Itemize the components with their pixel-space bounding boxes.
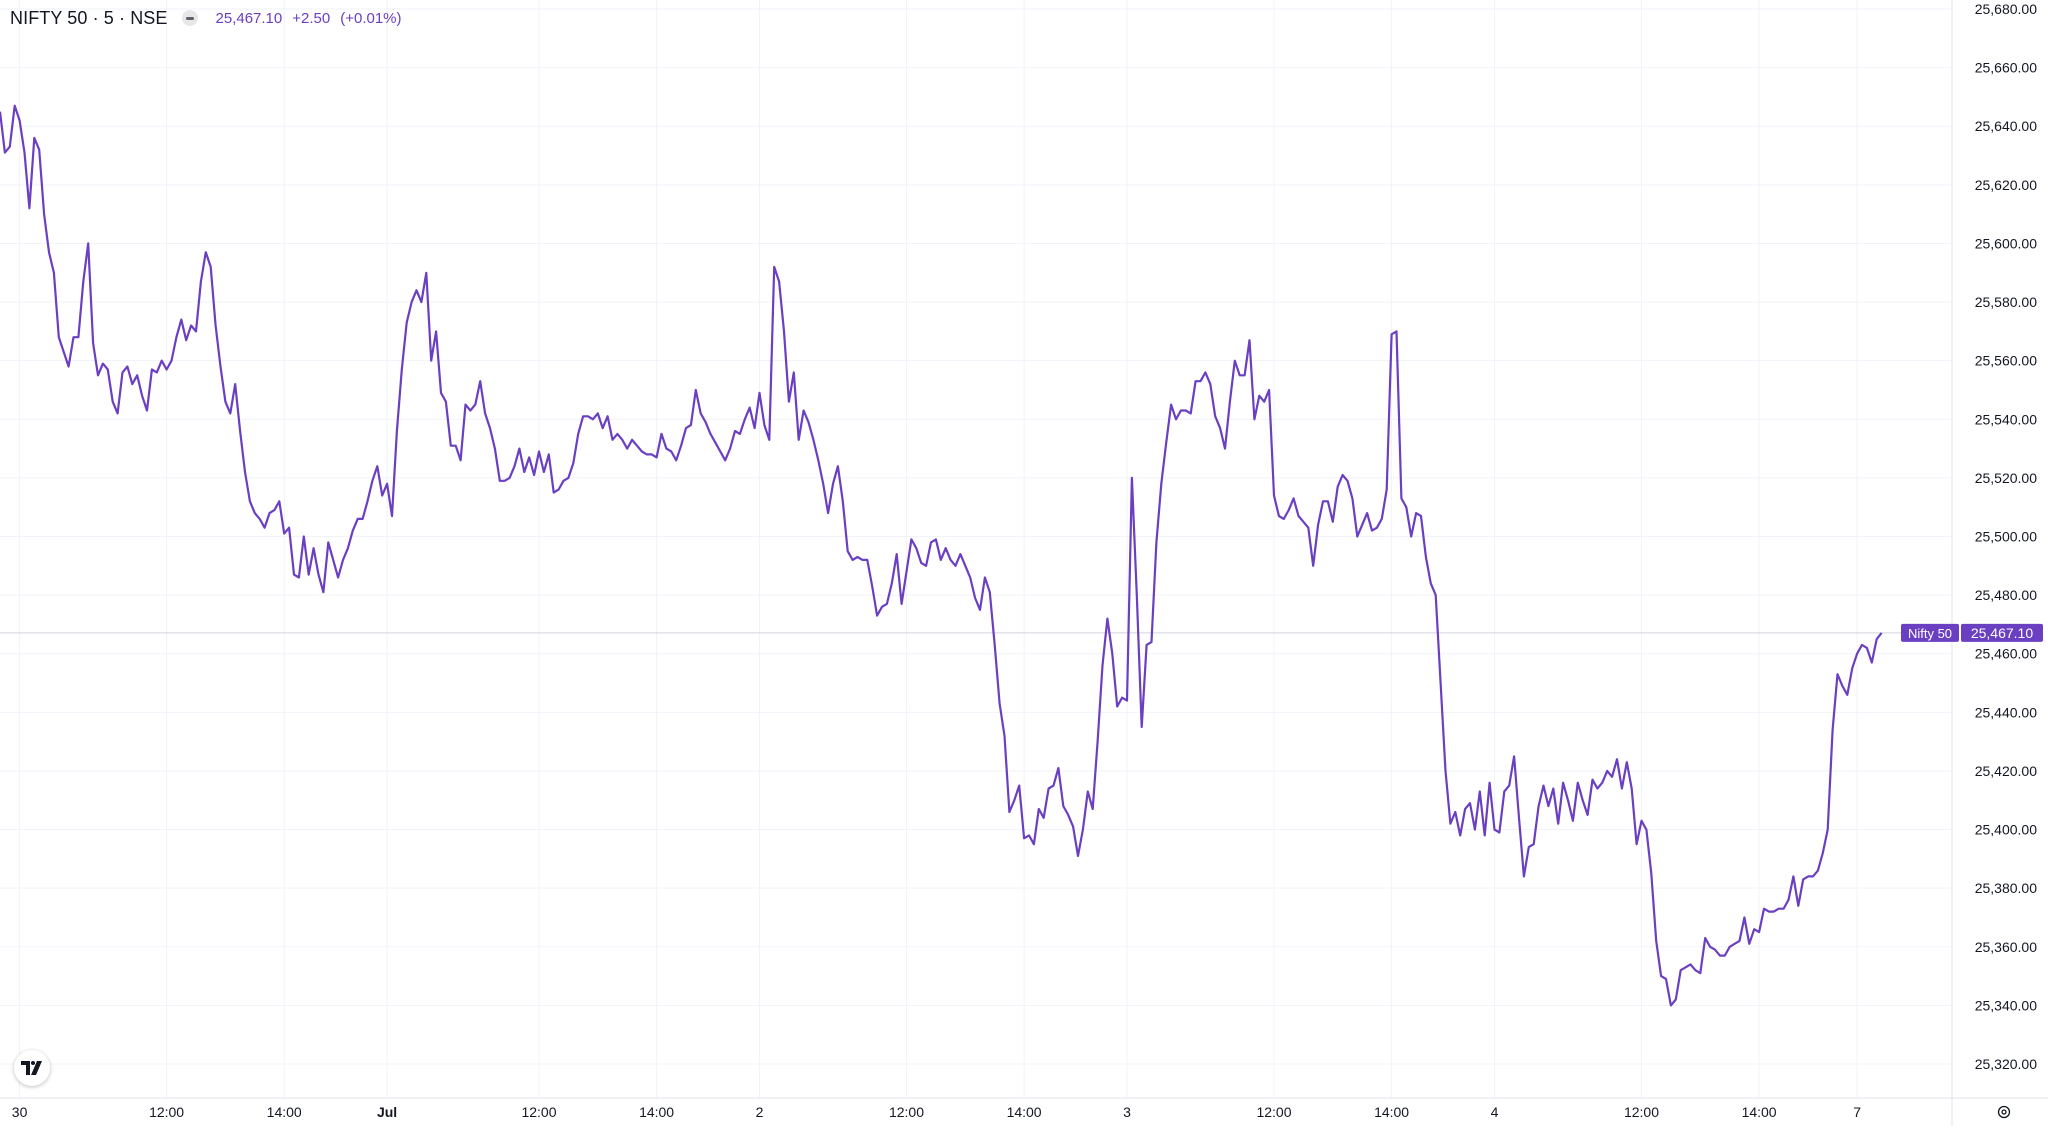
y-tick-label: 25,420.00	[1975, 763, 2037, 779]
x-axis[interactable]: 30 12:00 14:00 Jul 12:00 14:00 2 12:00 14:00 3 12:…	[0, 1097, 2048, 1120]
x-tick-label: 14:00	[1374, 1104, 1409, 1120]
price-change: +2.50	[292, 9, 331, 27]
symbol-header: NIFTY 50 · 5 · NSE 25,467.10 +2.50 (+0.0…	[10, 6, 402, 30]
x-tick-label: 12:00	[889, 1104, 924, 1120]
price-tag-value-bg	[1961, 623, 2043, 642]
x-tick-label: 12:00	[149, 1104, 184, 1120]
y-tick-label: 25,580.00	[1975, 294, 2037, 310]
y-tick-label: 25,460.00	[1975, 646, 2037, 662]
x-tick-label: 7	[1853, 1104, 1861, 1120]
tradingview-logo-icon[interactable]	[14, 1050, 50, 1086]
y-tick-label: 25,680.00	[1975, 1, 2037, 17]
x-tick-label: 14:00	[639, 1104, 674, 1120]
price-tag-value: 25,467.10	[1971, 625, 2033, 641]
nifty-series-line[interactable]	[0, 104, 1883, 1007]
gear-icon[interactable]	[1996, 1104, 2012, 1120]
y-tick-label: 25,600.00	[1975, 235, 2037, 251]
y-tick-label: 25,660.00	[1975, 60, 2037, 76]
y-tick-label: 25,500.00	[1975, 529, 2037, 545]
y-tick-label: 25,380.00	[1975, 880, 2037, 896]
x-tick-label: 12:00	[1256, 1104, 1291, 1120]
y-tick-label: 25,480.00	[1975, 587, 2037, 603]
x-tick-label: 12:00	[1624, 1104, 1659, 1120]
y-tick-label: 25,360.00	[1975, 939, 2037, 955]
price-tag-name-bg	[1901, 623, 1959, 642]
x-tick-label: 2	[756, 1104, 764, 1120]
price-tag: Nifty 50 25,467.10	[1901, 623, 2043, 642]
x-tick-label: 4	[1491, 1104, 1499, 1120]
y-tick-label: 25,620.00	[1975, 177, 2037, 193]
y-axis[interactable]: 25,680.00 25,660.00 25,640.00 25,620.00 25,6…	[1951, 0, 2037, 1126]
y-tick-label: 25,560.00	[1975, 353, 2037, 369]
y-tick-label: 25,320.00	[1975, 1056, 2037, 1072]
x-tick-label: 30	[12, 1104, 28, 1120]
x-tick-label: Jul	[377, 1104, 397, 1120]
y-tick-label: 25,440.00	[1975, 704, 2037, 720]
x-tick-label: 3	[1123, 1104, 1131, 1120]
x-tick-label: 14:00	[1742, 1104, 1777, 1120]
x-tick-label: 14:00	[1007, 1104, 1042, 1120]
x-tick-label: 12:00	[521, 1104, 556, 1120]
quote-values: 25,467.10 +2.50 (+0.01%)	[216, 10, 402, 27]
market-status-icon[interactable]	[181, 10, 198, 26]
last-price: 25,467.10	[215, 9, 283, 27]
y-tick-label: 25,400.00	[1975, 822, 2037, 838]
grid	[0, 0, 1952, 1098]
price-tag-name: Nifty 50	[1908, 626, 1952, 641]
price-change-percent: (+0.01%)	[340, 9, 402, 27]
symbol-title[interactable]: NIFTY 50 · 5 · NSE	[10, 7, 168, 28]
x-tick-label: 14:00	[267, 1104, 302, 1120]
series-layer	[0, 104, 1883, 1007]
y-tick-label: 25,640.00	[1975, 118, 2037, 134]
y-tick-label: 25,520.00	[1975, 470, 2037, 486]
y-tick-label: 25,540.00	[1975, 411, 2037, 427]
y-tick-label: 25,340.00	[1975, 997, 2037, 1013]
